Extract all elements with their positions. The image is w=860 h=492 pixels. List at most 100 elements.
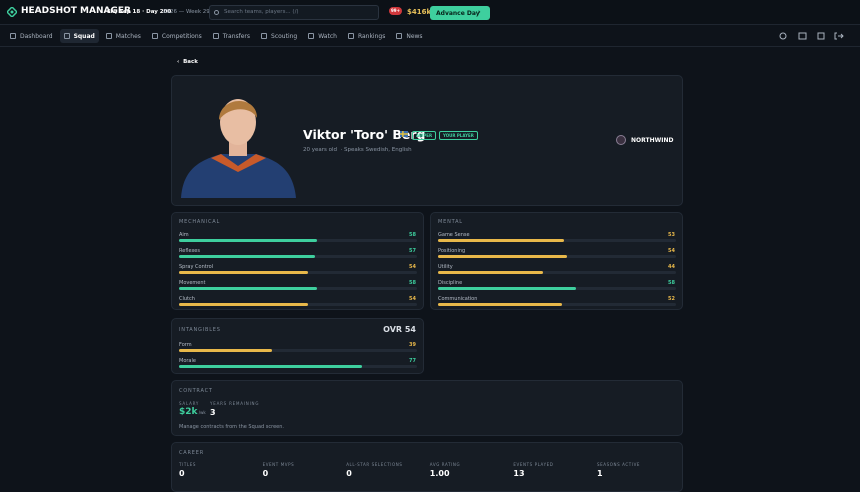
stat-track xyxy=(438,239,676,242)
stat-bar xyxy=(438,255,567,258)
nav-icon xyxy=(105,33,112,39)
logo xyxy=(7,7,17,17)
arrow: › xyxy=(478,8,481,16)
nav-label: Scouting xyxy=(271,32,298,40)
ovr: OVR 54 xyxy=(383,325,416,334)
mechanical-card: MECHANICAL Aim 58 Reflexes 57 Spray Control 54… xyxy=(171,212,424,310)
nav-item[interactable]: Transfers xyxy=(209,29,254,43)
section-title: CAREER xyxy=(179,450,204,456)
stat-label: Discipline xyxy=(438,280,463,286)
stat-track xyxy=(438,271,676,274)
nav-icon xyxy=(10,33,16,39)
career-value: 0 xyxy=(179,469,185,478)
section-title: CONTRACT xyxy=(179,388,213,394)
chev: ‹ xyxy=(177,59,184,65)
salary-value: $2k xyxy=(179,407,198,417)
stat-value: 58 xyxy=(409,280,416,286)
stat-label: Utility xyxy=(438,264,453,270)
salary-unit: /wk xyxy=(198,410,206,415)
search[interactable]: Search teams, players... (/) xyxy=(209,5,379,20)
career-value: 1 xyxy=(597,469,603,478)
back-link[interactable]: ‹ Back xyxy=(177,59,198,65)
nav-item[interactable]: Dashboard xyxy=(6,29,57,43)
nav-icon xyxy=(396,33,403,39)
stat-value: 58 xyxy=(409,232,416,238)
stat-label: Communication xyxy=(438,296,478,302)
nav-label: Competitions xyxy=(161,32,202,40)
stat-value: 77 xyxy=(409,358,416,364)
nav-item[interactable]: News xyxy=(392,29,426,43)
career-label: ALL-STAR SELECTIONS xyxy=(346,462,403,467)
team-name: NORTHWIND xyxy=(631,137,674,144)
nav-label: Squad xyxy=(73,32,95,40)
stat-value: 44 xyxy=(668,264,675,270)
nav-item[interactable]: Watch xyxy=(304,29,341,43)
languages: · Speaks Swedish, English xyxy=(340,147,412,153)
nav-icon xyxy=(212,33,219,39)
player-meta: 20 years old · Speaks Swedish, English xyxy=(303,147,412,153)
stat-value: 58 xyxy=(668,280,675,286)
contract-note: Manage contracts from the Squad screen. xyxy=(179,424,284,430)
stat-value: 54 xyxy=(409,296,416,302)
nav-icon xyxy=(308,33,315,39)
stat-track xyxy=(179,271,417,274)
profile-card: Viktor 'Toro' Berg AWPER YOUR PLAYER 20 … xyxy=(171,75,683,206)
stat-label: Spray Control xyxy=(179,264,214,270)
stat-track xyxy=(179,255,417,258)
stat-value: 54 xyxy=(409,264,416,270)
nav-label: Matches xyxy=(115,32,141,40)
stat-track xyxy=(179,349,417,352)
years: 3 xyxy=(210,408,216,417)
nav-label: Transfers xyxy=(222,32,251,40)
career-value: 13 xyxy=(513,469,525,478)
flag xyxy=(400,131,408,137)
date: Fri, Sep 18 · Day 200 xyxy=(107,9,172,15)
nav-label: Watch xyxy=(318,32,337,40)
salary: $2k /wk xyxy=(179,407,206,417)
logout-icon[interactable] xyxy=(834,32,844,40)
toolbar-icons xyxy=(779,32,844,40)
career-value: 0 xyxy=(262,469,269,478)
top-bar: HEADSHOT MANAGER Fri, Sep 18 · Day 200 2… xyxy=(0,0,860,25)
career-value: 0 xyxy=(346,469,352,478)
stat-track xyxy=(438,255,676,258)
week: 2026 — Week 29 xyxy=(163,9,210,15)
nav-item[interactable]: Scouting xyxy=(257,29,301,43)
role-tag: AWPER xyxy=(412,131,437,140)
stat-bar xyxy=(179,303,308,306)
settings-icon[interactable] xyxy=(779,32,787,40)
stat-label: Aim xyxy=(179,232,189,238)
stat-track xyxy=(179,239,417,242)
stat-label: Clutch xyxy=(179,296,195,302)
advance-label: Advance Day xyxy=(436,9,480,17)
nav-item[interactable]: Rankings xyxy=(344,29,389,43)
notification-badge[interactable]: 99+ xyxy=(389,7,402,15)
book-icon[interactable] xyxy=(798,32,807,40)
nav-icon xyxy=(347,33,354,39)
section-title: INTANGIBLES xyxy=(179,327,221,333)
stat-bar xyxy=(438,303,562,306)
nav-item[interactable]: Competitions xyxy=(148,29,206,43)
stat-bar xyxy=(179,239,318,242)
advance-day-button[interactable]: Advance Day › xyxy=(430,6,490,20)
player-name: Viktor 'Toro' Berg xyxy=(303,127,426,142)
stat-bar xyxy=(438,271,543,274)
stat-track xyxy=(179,303,417,306)
stat-label: Movement xyxy=(179,280,206,286)
stat-label: Positioning xyxy=(438,248,466,254)
contract-card: CONTRACT SALARY $2k /wk YEARS REMAINING … xyxy=(171,380,683,436)
stat-label: Form xyxy=(179,342,192,348)
stat-bar xyxy=(179,365,363,368)
nav-item[interactable]: Squad xyxy=(59,29,99,43)
stat-bar xyxy=(179,255,315,258)
stat-track xyxy=(438,287,676,290)
player-photo xyxy=(181,99,296,198)
your-player-tag: YOUR PLAYER xyxy=(439,131,478,140)
nav-item[interactable]: Matches xyxy=(102,29,145,43)
stat-bar xyxy=(179,271,308,274)
stat-bar xyxy=(179,349,272,352)
career-label: TITLES xyxy=(179,462,196,467)
save-icon[interactable] xyxy=(817,32,825,40)
stat-label: Game Sense xyxy=(438,232,470,238)
